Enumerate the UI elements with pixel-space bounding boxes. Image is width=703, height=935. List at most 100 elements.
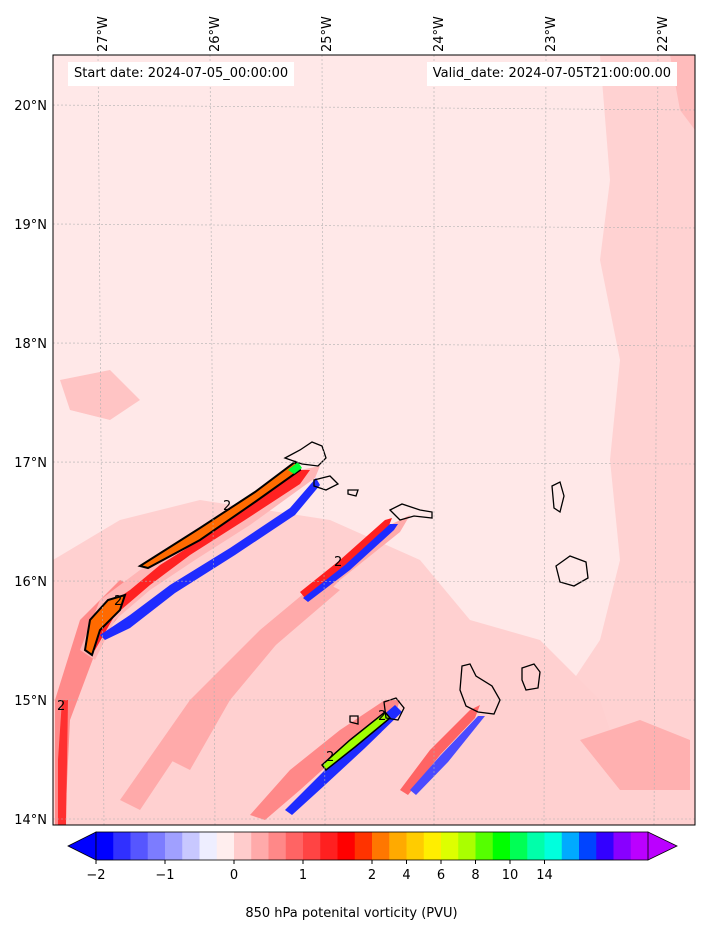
lat-labels: 20°N 19°N 18°N 17°N 16°N 15°N 14°N — [14, 99, 47, 828]
valid-date-label: Valid_date: 2024-07-05T21:00:00.00 — [426, 62, 677, 86]
island-sal — [551, 481, 565, 514]
contour-label: 2 — [114, 594, 122, 609]
meridian-26w — [209, 55, 216, 825]
island-fogo — [383, 697, 405, 721]
colorbar-swatch — [337, 832, 356, 860]
colorbar-swatch — [268, 832, 287, 860]
colorbar-tick-label: 6 — [437, 868, 445, 883]
colorbar-swatch — [320, 832, 338, 860]
colorbar-swatch — [527, 832, 545, 860]
colorbar-extend-max — [647, 831, 678, 861]
colorbar-tick-label: 0 — [230, 868, 238, 883]
colorbar-swatch — [372, 832, 390, 860]
colorbar-swatch — [423, 832, 442, 860]
lon-label: 27°W — [96, 16, 111, 52]
colorbar-swatch — [613, 832, 632, 860]
lat-label: 18°N — [14, 337, 47, 352]
colorbar-swatch — [475, 832, 494, 860]
colorbar-swatch — [354, 832, 373, 860]
pv-filament-southeast-blue — [410, 716, 485, 795]
island-santa-luzia — [347, 489, 359, 497]
parallel-20n — [53, 104, 695, 111]
parallel-16n — [53, 580, 695, 583]
colorbar-tick-label: 1 — [299, 868, 307, 883]
contour-label: 2 — [223, 499, 231, 514]
island-santo-antao — [283, 441, 327, 467]
pv-field — [53, 55, 695, 825]
colorbar-tick-label: −2 — [86, 868, 105, 883]
island-sao-vicente — [313, 475, 340, 491]
colorbar-tick-label: 2 — [368, 868, 376, 883]
colorbar-swatch — [96, 832, 114, 860]
colorbar-tick-label: 10 — [502, 868, 519, 883]
meridian-23w — [543, 55, 547, 825]
meridian-27w — [97, 55, 105, 825]
colorbar-swatch — [561, 832, 580, 860]
colorbar-tick-label: 14 — [536, 868, 553, 883]
colorbar-label: 850 hPa potenital vorticity (PVU) — [245, 906, 458, 921]
colorbar-swatch — [251, 832, 269, 860]
colorbar-swatch — [147, 832, 166, 860]
colorbar-swatch — [130, 832, 149, 860]
lon-label: 25°W — [320, 16, 335, 52]
colorbar-swatch — [544, 832, 563, 860]
lon-label: 24°W — [432, 16, 447, 52]
lat-label: 16°N — [14, 575, 47, 590]
colorbar-swatch — [389, 832, 407, 860]
map-frame — [52, 54, 696, 826]
contour-label: 2 — [57, 699, 65, 714]
colorbar-swatch — [596, 832, 614, 860]
pv-filament-south-yellowgreen — [320, 710, 392, 772]
pv-streak-west-edge — [55, 580, 140, 825]
parallel-17n — [53, 461, 695, 465]
island-brava — [349, 715, 359, 725]
contour-label: 2 — [334, 555, 342, 570]
parallel-18n — [53, 342, 695, 347]
lon-label: 26°W — [208, 16, 223, 52]
colorbar-swatch — [406, 832, 425, 860]
start-date-label: Start date: 2024-07-05_00:00:00 — [68, 62, 295, 86]
colorbar-swatch — [458, 832, 476, 860]
colorbar-extend-min — [67, 831, 97, 861]
colorbar-swatch — [234, 832, 252, 860]
meridian-25w — [321, 55, 326, 825]
lat-label: 19°N — [14, 218, 47, 233]
colorbar-swatch — [182, 832, 200, 860]
lon-labels: 27°W 26°W 25°W 24°W 23°W 22°W — [96, 16, 671, 52]
pv-filament-north-red — [85, 470, 310, 650]
colorbar-swatch — [441, 832, 459, 860]
colorbar-swatch — [113, 832, 131, 860]
coastlines — [283, 441, 589, 725]
colorbar-swatch — [303, 832, 321, 860]
pv-filament-southeast-red — [400, 705, 480, 795]
colorbar-swatch — [285, 832, 304, 860]
colorbar-tick-label: −1 — [155, 868, 174, 883]
pv-filament-middle-blue — [303, 524, 398, 602]
colorbar-tick-label: 4 — [402, 868, 410, 883]
colorbar-swatch — [216, 832, 235, 860]
colorbar-swatch — [199, 832, 218, 860]
colorbar-swatch — [492, 832, 511, 860]
pv-filament-middle-halo — [170, 515, 410, 770]
lon-label: 22°W — [656, 16, 671, 52]
colorbar-tick-label: 8 — [471, 868, 479, 883]
parallel-19n — [53, 223, 695, 229]
contour-labels: 2 2 2 2 2 2 — [57, 499, 386, 765]
lat-label: 14°N — [14, 813, 47, 828]
island-santiago — [459, 663, 501, 715]
island-sao-nicolau — [388, 503, 433, 521]
island-maio — [521, 663, 541, 691]
pv-filament-north-orange — [137, 460, 302, 570]
colorbar-swatch — [165, 832, 183, 860]
contour-label: 2 — [378, 709, 386, 724]
pv-filament-north-orange-west — [83, 593, 127, 657]
pv-west-patch — [60, 370, 140, 420]
pv-filament-middle-red — [300, 518, 392, 598]
island-boa-vista — [555, 555, 589, 587]
lat-label: 15°N — [14, 694, 47, 709]
pv-filament-north-green — [288, 462, 302, 474]
lon-label: 23°W — [544, 16, 559, 52]
lat-label: 17°N — [14, 456, 47, 471]
colorbar: −2 −1 0 1 2 4 6 8 10 14 — [67, 831, 678, 883]
